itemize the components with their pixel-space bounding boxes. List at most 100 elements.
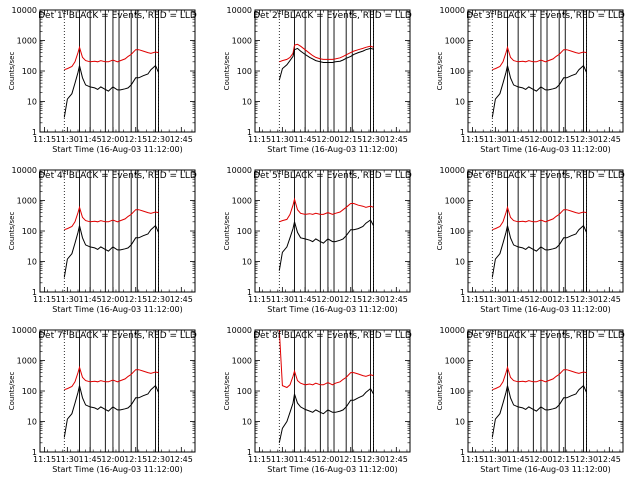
events-series-line [63, 224, 159, 278]
y-tick-label: 10000 [12, 6, 37, 15]
x-tick-label: 11:30 [56, 295, 79, 304]
x-tick-label: 12:45 [385, 295, 408, 304]
panel-det-3: 1 10 100 1000 10000 11:15 11:30 11:45 12:00 12:15… [436, 6, 625, 154]
y-tick-label: 1000 [232, 197, 252, 206]
x-tick-label: 12:15 [552, 455, 575, 464]
y-axis-label: Counts/sec [8, 212, 16, 251]
panel-det-8: 1 10 100 1000 10000 11:15 11:30 11:45 12:00 12:15… [223, 326, 412, 474]
x-tick-label: 12:45 [170, 135, 193, 144]
series-group [63, 45, 159, 118]
y-tick-label: 1000 [17, 197, 37, 206]
x-tick-label: 11:15 [248, 135, 271, 144]
x-tick-label: 12:30 [147, 135, 170, 144]
events-series-line [63, 64, 159, 118]
x-tick-label: 11:45 [294, 135, 317, 144]
lld-series-line [279, 197, 374, 223]
x-tick-label: 12:30 [362, 135, 385, 144]
y-axis-label: Counts/sec [223, 52, 231, 91]
y-tick-label: 1 [460, 448, 465, 457]
lld-series-line [64, 365, 159, 391]
x-tick-label: 11:45 [507, 135, 530, 144]
y-tick-label: 10 [455, 98, 465, 107]
y-tick-label: 100 [22, 227, 37, 236]
panel-title: Det 7f BLACK = Events, RED = LLD [38, 331, 197, 341]
x-tick-label: 11:30 [271, 295, 294, 304]
x-tick-label: 12:15 [124, 135, 147, 144]
x-tick-label: 12:30 [575, 295, 598, 304]
y-tick-label: 100 [450, 387, 465, 396]
x-tick-label: 11:45 [294, 295, 317, 304]
x-tick-label: 11:45 [79, 295, 102, 304]
events-series-line [63, 384, 159, 438]
x-axis-label: Start Time (16-Aug-03 11:12:00) [52, 145, 183, 154]
y-axis-label: Counts/sec [436, 52, 444, 91]
events-series-line [491, 64, 587, 118]
y-tick-label: 100 [450, 227, 465, 236]
x-tick-label: 12:30 [362, 295, 385, 304]
x-tick-label: 11:30 [271, 455, 294, 464]
series-group [491, 365, 587, 438]
x-axis-label: Start Time (16-Aug-03 11:12:00) [480, 305, 611, 314]
x-axis-label: Start Time (16-Aug-03 11:12:00) [267, 145, 398, 154]
panel-title: Det 2f BLACK = Events, RED = LLD [253, 11, 412, 21]
x-tick-label: 12:45 [598, 295, 621, 304]
x-tick-label: 11:15 [33, 455, 56, 464]
x-tick-label: 12:15 [339, 455, 362, 464]
y-axis-label: Counts/sec [8, 372, 16, 411]
x-tick-label: 11:45 [79, 455, 102, 464]
y-axis-label: Counts/sec [223, 372, 231, 411]
x-tick-label: 12:30 [147, 295, 170, 304]
series-group [278, 43, 374, 81]
y-axis-label: Counts/sec [223, 212, 231, 251]
y-tick-label: 10 [455, 418, 465, 427]
lld-series-line [64, 205, 159, 231]
y-tick-label: 100 [237, 227, 252, 236]
panel-title: Det 8f BLACK = Events, RED = LLD [253, 331, 412, 341]
marker-lines [491, 170, 587, 292]
plot-frame [467, 169, 624, 293]
y-tick-label: 1000 [445, 357, 465, 366]
marker-lines [63, 10, 159, 132]
y-tick-label: 1 [247, 128, 252, 137]
x-tick-label: 12:15 [339, 135, 362, 144]
panel-title: Det 1f BLACK = Events, RED = LLD [38, 11, 197, 21]
x-tick-label: 11:30 [484, 455, 507, 464]
panel-det-1: 1 10 100 1000 10000 11:15 11:30 11:45 12:00 12:15… [8, 6, 197, 154]
x-tick-label: 12:45 [385, 455, 408, 464]
marker-lines [491, 10, 587, 132]
plot-frame [39, 169, 196, 293]
panel-det-4: 1 10 100 1000 10000 11:15 11:30 11:45 12:00 12:15… [8, 166, 197, 314]
y-tick-label: 1 [32, 288, 37, 297]
events-series-line [491, 384, 587, 438]
events-series-line [278, 387, 374, 443]
panel-title: Det 4f BLACK = Events, RED = LLD [38, 171, 197, 181]
x-axis-label: Start Time (16-Aug-03 11:12:00) [480, 145, 611, 154]
x-tick-label: 11:45 [79, 135, 102, 144]
lld-series-line [492, 205, 587, 231]
series-group [278, 330, 374, 443]
x-tick-label: 12:45 [598, 455, 621, 464]
y-tick-label: 10000 [440, 326, 465, 335]
y-tick-label: 10 [27, 418, 37, 427]
panel-det-6: 1 10 100 1000 10000 11:15 11:30 11:45 12:00 12:15… [436, 166, 625, 314]
x-tick-label: 11:15 [248, 455, 271, 464]
x-tick-label: 12:15 [124, 295, 147, 304]
x-tick-label: 12:00 [529, 135, 552, 144]
marker-lines [63, 170, 159, 292]
series-group [63, 205, 159, 278]
y-tick-label: 1000 [232, 37, 252, 46]
y-tick-label: 10000 [12, 326, 37, 335]
x-tick-label: 11:45 [507, 455, 530, 464]
marker-lines [278, 330, 374, 452]
x-tick-label: 12:00 [101, 455, 124, 464]
lld-series-line [64, 45, 159, 71]
panel-title: Det 3f BLACK = Events, RED = LLD [466, 11, 625, 21]
panel-det-2: 1 10 100 1000 10000 11:15 11:30 11:45 12:00 12:15… [223, 6, 412, 154]
x-tick-label: 11:30 [484, 295, 507, 304]
x-tick-label: 12:45 [170, 455, 193, 464]
y-tick-label: 10000 [227, 326, 252, 335]
y-tick-label: 1 [247, 288, 252, 297]
series-group [491, 205, 587, 278]
y-tick-label: 1000 [17, 37, 37, 46]
